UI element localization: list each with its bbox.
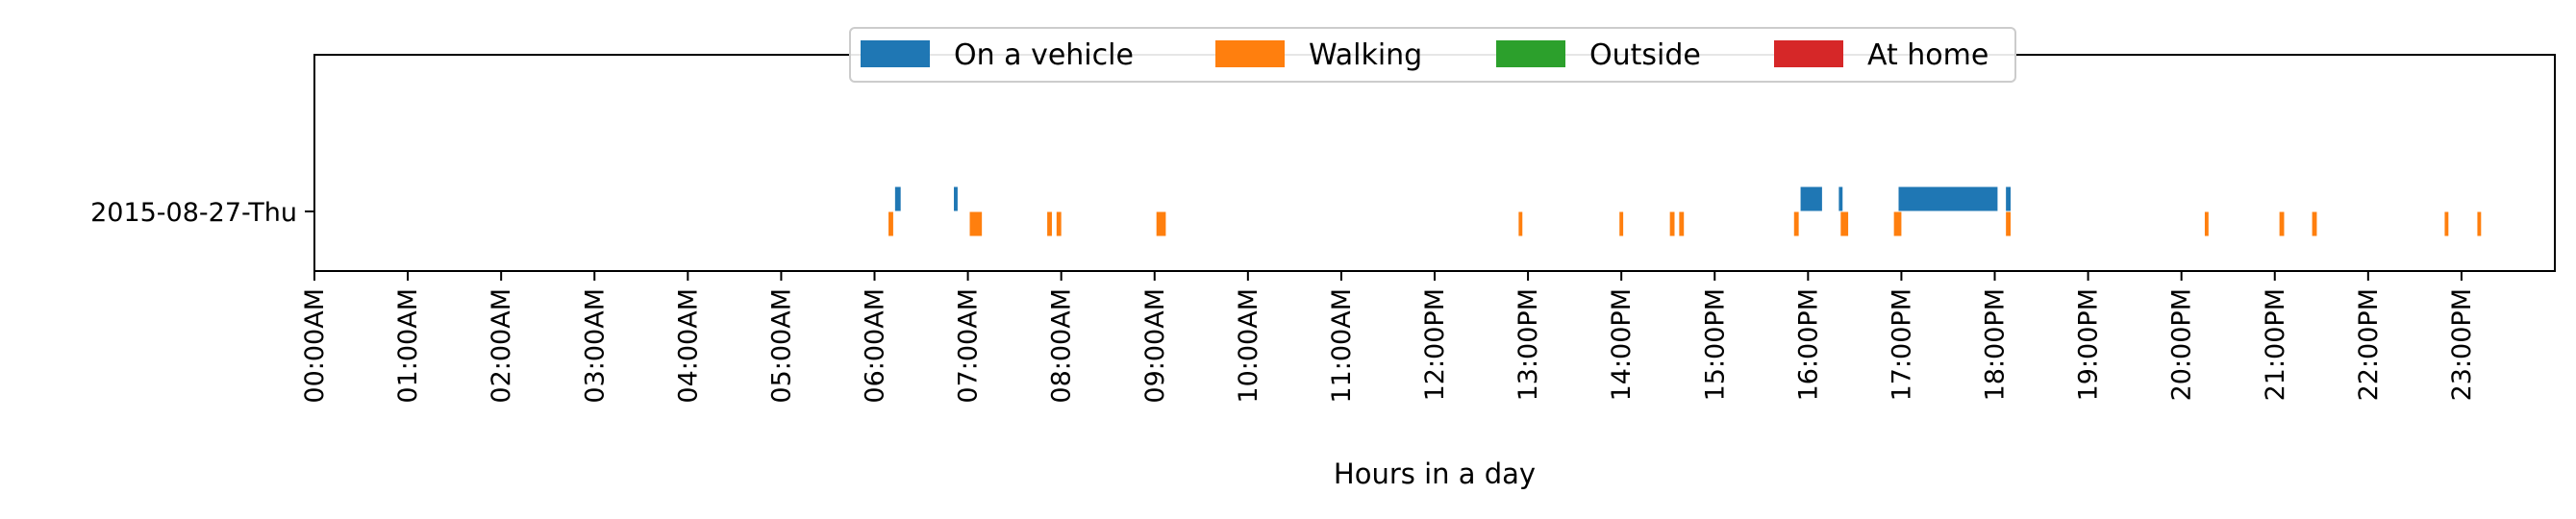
x-tick-label: 02:00AM: [487, 288, 516, 404]
x-tick-label: 04:00AM: [673, 288, 703, 404]
x-axis-label: Hours in a day: [1334, 457, 1536, 490]
walking-interval: [888, 211, 893, 236]
legend-label-at-home: At home: [1867, 38, 1988, 72]
x-tick-label: 18:00PM: [1981, 288, 2011, 401]
on-a-vehicle-interval: [1800, 186, 1822, 211]
legend-swatch-on-a-vehicle: [861, 40, 930, 67]
on-a-vehicle-interval: [2006, 186, 2012, 211]
legend-box: [849, 27, 2016, 83]
on-a-vehicle-interval: [894, 186, 901, 211]
legend: On a vehicle Walking Outside At home: [849, 27, 2016, 83]
walking-interval: [2006, 211, 2012, 236]
walking-interval: [1669, 211, 1675, 236]
activity-marks: [888, 186, 2482, 236]
walking-interval: [1518, 211, 1523, 236]
walking-interval: [1679, 211, 1685, 236]
walking-interval: [969, 211, 983, 236]
legend-label-on-a-vehicle: On a vehicle: [954, 38, 1134, 72]
walking-interval: [1619, 211, 1624, 236]
x-tick-label: 12:00PM: [1420, 288, 1450, 401]
legend-label-outside: Outside: [1589, 38, 1701, 72]
walking-interval: [1047, 211, 1052, 236]
x-tick-label: 09:00AM: [1140, 288, 1170, 404]
legend-swatch-at-home: [1774, 40, 1843, 67]
x-tick-label: 19:00PM: [2074, 288, 2104, 401]
walking-interval: [1056, 211, 1062, 236]
x-tick-label: 21:00PM: [2261, 288, 2290, 401]
legend-swatch-outside: [1496, 40, 1565, 67]
x-axis: 00:00AM 01:00AM 02:00AM 03:00AM 04:00AM 05:00…: [300, 271, 2477, 404]
x-tick-label: 11:00AM: [1327, 288, 1357, 404]
walking-interval: [2444, 211, 2449, 236]
x-tick-label: 22:00PM: [2354, 288, 2384, 401]
plot-area-frame: [313, 54, 2556, 272]
x-tick-label: 01:00AM: [393, 288, 423, 404]
x-tick-label: 06:00AM: [861, 288, 890, 404]
x-tick-label: 00:00AM: [300, 288, 330, 404]
walking-interval: [2279, 211, 2285, 236]
on-a-vehicle-interval: [1898, 186, 1998, 211]
x-tick-label: 16:00PM: [1793, 288, 1823, 401]
walking-interval: [1840, 211, 1849, 236]
x-tick-label: 14:00PM: [1607, 288, 1637, 401]
x-tick-label: 03:00AM: [580, 288, 610, 404]
x-tick-label: 05:00AM: [766, 288, 796, 404]
x-tick-label: 23:00PM: [2447, 288, 2477, 401]
x-tick-label: 08:00AM: [1047, 288, 1077, 404]
x-tick-label: 07:00AM: [954, 288, 984, 404]
walking-interval: [2312, 211, 2317, 236]
on-a-vehicle-interval: [954, 186, 958, 211]
legend-label-walking: Walking: [1309, 38, 1422, 72]
y-tick-label: 2015-08-27-Thu: [90, 198, 297, 228]
walking-interval: [1793, 211, 1799, 236]
y-axis: 2015-08-27-Thu: [90, 198, 314, 228]
walking-interval: [2204, 211, 2209, 236]
x-tick-label: 20:00PM: [2167, 288, 2197, 401]
legend-swatch-walking: [1215, 40, 1285, 67]
x-tick-label: 17:00PM: [1887, 288, 1916, 401]
walking-interval: [1893, 211, 1902, 236]
walking-interval: [1156, 211, 1166, 236]
walking-interval: [2477, 211, 2482, 236]
x-tick-label: 13:00PM: [1513, 288, 1543, 401]
x-tick-label: 10:00AM: [1234, 288, 1263, 404]
on-a-vehicle-interval: [1838, 186, 1843, 211]
x-tick-label: 15:00PM: [1700, 288, 1730, 401]
